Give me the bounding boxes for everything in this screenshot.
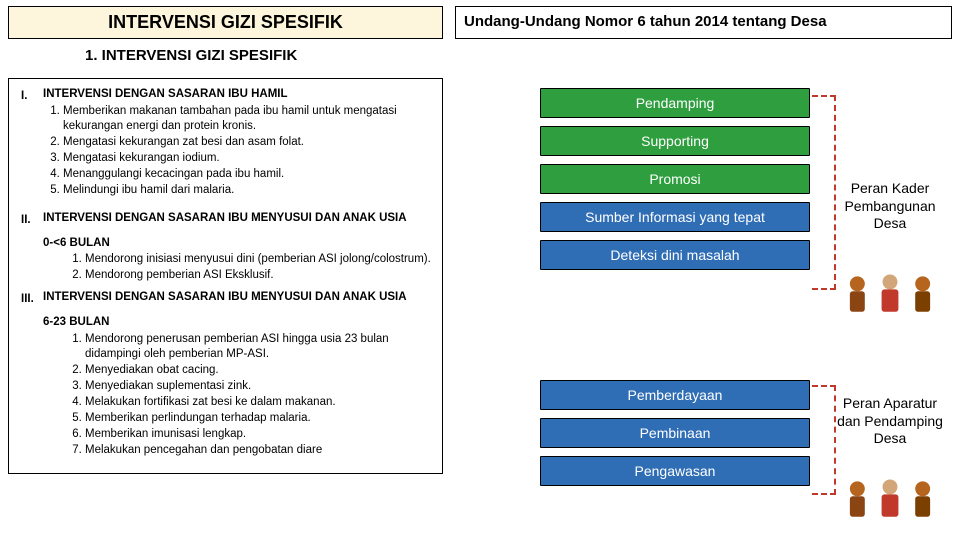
list-item: Mengatasi kekurangan iodium. (63, 151, 434, 166)
role-box: Pengawasan (540, 456, 810, 486)
list-item: Memberikan perlindungan terhadap malaria… (85, 411, 434, 426)
people-illustration-1 (834, 265, 946, 325)
roman-numeral: II. (21, 211, 43, 232)
list-item: Menanggulangi kecacingan pada ibu hamil. (63, 167, 434, 182)
section-title: INTERVENSI DENGAN SASARAN IBU HAMIL (43, 87, 434, 102)
section-subtitle: 6-23 BULAN (21, 315, 434, 330)
main-title: INTERVENSI GIZI SPESIFIK (8, 6, 443, 39)
section-title: INTERVENSI DENGAN SASARAN IBU MENYUSUI D… (43, 290, 407, 305)
role-box: Supporting (540, 126, 810, 156)
section-subtitle: 0-<6 BULAN (21, 236, 434, 251)
list-item: Mengatasi kekurangan zat besi dan asam f… (63, 135, 434, 150)
list-item: Melindungi ibu hamil dari malaria. (63, 183, 434, 198)
roman-numeral: III. (21, 290, 43, 311)
role-box: Deteksi dini masalah (540, 240, 810, 270)
people-illustration-2 (834, 470, 946, 530)
roman-numeral: I. (21, 87, 43, 205)
list-item: Melakukan pencegahan dan pengobatan diar… (85, 443, 434, 458)
list-item: Menyediakan suplementasi zink. (85, 379, 434, 394)
list-item: Mendorong inisiasi menyusui dini (pember… (85, 252, 434, 267)
subheading: 1. INTERVENSI GIZI SPESIFIK (0, 39, 960, 68)
list-item: Memberikan imunisasi lengkap. (85, 427, 434, 442)
role-boxes-group-2: Pemberdayaan Pembinaan Pengawasan (540, 380, 810, 494)
role-box: Pendamping (540, 88, 810, 118)
role-box: Pembinaan (540, 418, 810, 448)
list-item: Melakukan fortifikasi zat besi ke dalam … (85, 395, 434, 410)
caption-aparatur: Peran Aparatur dan Pendamping Desa (830, 395, 950, 448)
role-box: Pemberdayaan (540, 380, 810, 410)
list-item: Menyediakan obat cacing. (85, 363, 434, 378)
law-title: Undang-Undang Nomor 6 tahun 2014 tentang… (455, 6, 952, 39)
role-box: Sumber Informasi yang tepat (540, 202, 810, 232)
list-item: Mendorong penerusan pemberian ASI hingga… (85, 332, 434, 362)
list-item: Mendorong pemberian ASI Eksklusif. (85, 268, 434, 283)
interventions-panel: I.INTERVENSI DENGAN SASARAN IBU HAMIL Mem… (8, 78, 443, 474)
role-box: Promosi (540, 164, 810, 194)
caption-kader: Peran Kader Pembangunan Desa (830, 180, 950, 233)
role-boxes-group-1: Pendamping Supporting Promosi Sumber Inform… (540, 88, 810, 278)
section-title: INTERVENSI DENGAN SASARAN IBU MENYUSUI D… (43, 211, 407, 226)
list-item: Memberikan makanan tambahan pada ibu ham… (63, 104, 434, 134)
